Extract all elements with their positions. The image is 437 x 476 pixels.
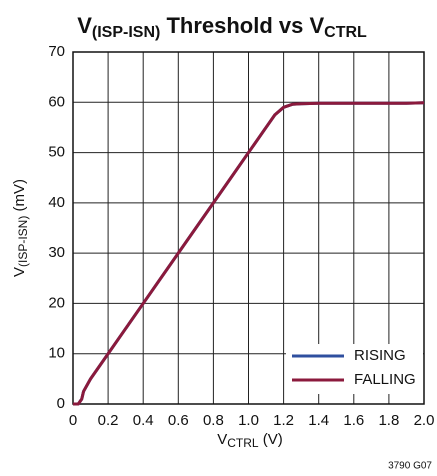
x-tick-label: 0.8 (203, 412, 224, 429)
title-part: CTRL (324, 24, 367, 41)
y-tick-label: 0 (57, 395, 65, 412)
y-tick-label: 50 (48, 144, 65, 161)
x-tick-label: 0 (69, 412, 77, 429)
y-tick-label: 40 (48, 194, 65, 211)
chart-title: V(ISP-ISN) Threshold vs VCTRL (77, 13, 367, 41)
y-tick-label: 20 (48, 294, 65, 311)
legend-label: FALLING (354, 371, 416, 388)
x-tick-label: 1.8 (378, 412, 399, 429)
figure-note: 3790 G07 (388, 461, 432, 472)
title-part: Threshold vs V (160, 13, 324, 38)
plot-frame (72, 51, 425, 405)
y-tick-label: 10 (48, 345, 65, 362)
x-tick-label: 0.4 (133, 412, 154, 429)
label-part: (mV) (11, 179, 28, 216)
data-line (73, 101, 425, 406)
label-part: V (217, 431, 227, 448)
label-part: V (11, 267, 28, 277)
y-tick-label: 60 (48, 93, 65, 110)
label-part: (V) (259, 431, 283, 448)
title-part: (ISP-ISN) (92, 24, 160, 41)
x-tick-label: 1.6 (343, 412, 364, 429)
label-part: CTRL (227, 436, 259, 450)
x-tick-label: 0.2 (98, 412, 119, 429)
y-tick-label: 30 (48, 244, 65, 261)
label-part: (ISP-ISN) (16, 216, 30, 267)
x-tick-label: 1.2 (273, 412, 294, 429)
x-tick-label: 1.0 (238, 412, 259, 429)
title-part: V (77, 13, 92, 38)
x-tick-label: 1.4 (308, 412, 329, 429)
x-tick-label: 2.0 (414, 412, 435, 429)
legend-label: RISING (354, 347, 406, 364)
y-tick-label: 70 (48, 43, 65, 60)
y-axis-label: V(ISP-ISN) (mV) (11, 179, 30, 277)
x-axis-label: VCTRL (V) (217, 431, 283, 450)
legend-background (286, 344, 423, 394)
x-tick-label: 0.6 (168, 412, 189, 429)
